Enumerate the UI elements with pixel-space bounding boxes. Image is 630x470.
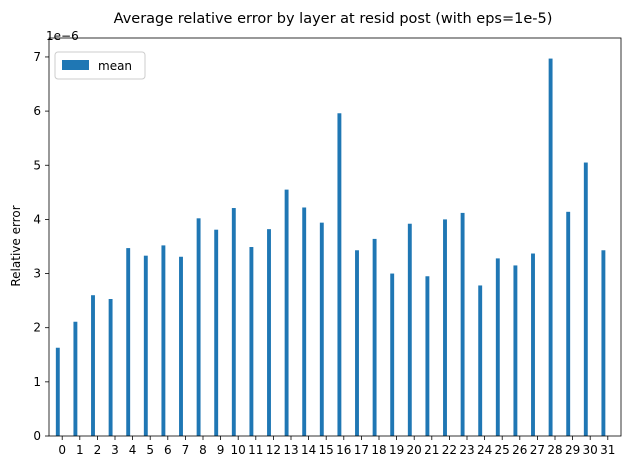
y-tick-label: 1 — [33, 375, 41, 389]
bar-12 — [267, 229, 271, 436]
legend-label-mean: mean — [98, 59, 132, 73]
bar-29 — [566, 211, 571, 436]
bar-19 — [390, 273, 395, 436]
bar-30 — [583, 162, 588, 437]
x-tick-label-11: 11 — [248, 443, 263, 457]
bar-7 — [179, 256, 183, 436]
x-tick-label-21: 21 — [424, 443, 439, 457]
x-tick-label-22: 22 — [442, 443, 457, 457]
bar-8 — [196, 218, 201, 436]
y-tick-label: 6 — [33, 104, 41, 118]
bar-28 — [548, 58, 553, 436]
y-tick-label: 4 — [33, 212, 41, 226]
bar-0 — [55, 347, 60, 436]
y-tick-label: 2 — [33, 321, 41, 335]
bar-6 — [161, 245, 166, 436]
plot-frame — [48, 37, 622, 437]
y-axis-ticks: 0 1 2 3 4 5 6 7 — [33, 50, 49, 443]
bar-31 — [601, 250, 606, 436]
x-tick-label-7: 7 — [182, 443, 190, 457]
bar-18 — [372, 238, 377, 436]
bar-24 — [478, 285, 483, 436]
x-tick-label-23: 23 — [459, 443, 474, 457]
x-tick-label-9: 9 — [217, 443, 225, 457]
x-tick-label-24: 24 — [477, 443, 492, 457]
x-tick-label-1: 1 — [76, 443, 84, 457]
bar-16 — [337, 113, 342, 437]
bar-13 — [284, 189, 289, 436]
bar-4 — [126, 248, 131, 436]
x-tick-label-29: 29 — [565, 443, 580, 457]
x-tick-label-6: 6 — [164, 443, 172, 457]
bar-15 — [319, 222, 324, 436]
bar-5 — [143, 255, 148, 436]
bar-1 — [73, 321, 78, 436]
x-tick-label-17: 17 — [354, 443, 369, 457]
y-axis-label: Relative error — [9, 205, 23, 286]
x-tick-label-16: 16 — [336, 443, 351, 457]
y-scale-label: 1e−6 — [46, 29, 79, 43]
x-tick-label-13: 13 — [283, 443, 298, 457]
x-tick-label-27: 27 — [530, 443, 545, 457]
bar-27 — [531, 253, 535, 436]
y-tick-label: 5 — [33, 158, 41, 172]
legend-box — [54, 51, 146, 80]
legend-swatch-mean — [62, 60, 89, 70]
x-tick-label-4: 4 — [129, 443, 137, 457]
x-tick-label-2: 2 — [94, 443, 102, 457]
bar-10 — [231, 208, 236, 436]
x-tick-label-30: 30 — [583, 443, 598, 457]
bar-22 — [443, 219, 447, 436]
bar-2 — [91, 295, 95, 436]
x-tick-label-3: 3 — [111, 443, 119, 457]
bar-3 — [108, 299, 113, 436]
bar-23 — [460, 212, 465, 436]
x-tick-label-10: 10 — [231, 443, 246, 457]
bar-21 — [425, 276, 430, 436]
x-tick-label-12: 12 — [266, 443, 281, 457]
bar-25 — [495, 258, 500, 436]
x-tick-label-14: 14 — [301, 443, 316, 457]
y-tick-label: 7 — [33, 50, 41, 64]
y-tick-label: 0 — [33, 429, 41, 443]
y-tick-label: 3 — [33, 267, 41, 281]
bar-9 — [214, 229, 219, 436]
bar-17 — [355, 250, 359, 436]
x-tick-label-31: 31 — [600, 443, 615, 457]
x-tick-label-28: 28 — [547, 443, 562, 457]
x-tick-label-20: 20 — [407, 443, 422, 457]
bar-26 — [513, 265, 518, 436]
x-tick-label-8: 8 — [199, 443, 207, 457]
bars-group — [55, 58, 606, 437]
x-tick-label-25: 25 — [495, 443, 510, 457]
legend: mean — [54, 51, 146, 80]
x-axis-ticks: 0 1 2 3 4 5 6 7 8 9 10 11 12 13 14 15 16 17 18 19 20 21 22 23 24… — [58, 436, 615, 457]
x-tick-label-15: 15 — [319, 443, 334, 457]
bar-20 — [407, 223, 412, 436]
bar-11 — [249, 247, 254, 436]
x-tick-label-18: 18 — [371, 443, 386, 457]
x-tick-label-5: 5 — [146, 443, 154, 457]
x-tick-label-26: 26 — [512, 443, 527, 457]
x-tick-label-0: 0 — [58, 443, 66, 457]
bar-14 — [302, 207, 307, 436]
x-tick-label-19: 19 — [389, 443, 404, 457]
chart-title: Average relative error by layer at resid… — [114, 11, 553, 27]
